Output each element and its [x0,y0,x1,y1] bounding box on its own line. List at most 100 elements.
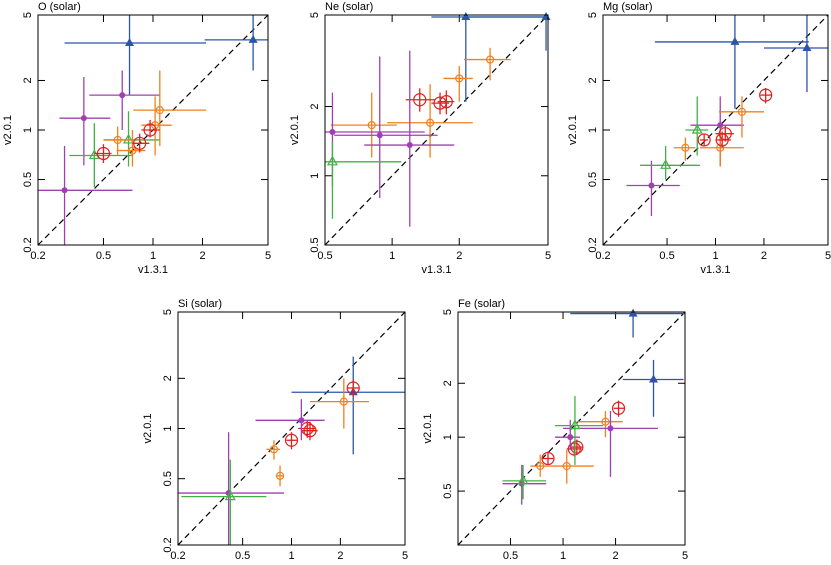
point [128,146,137,155]
diagonal-line [602,14,829,246]
y-tick-label: 1 [442,434,454,440]
point [143,123,157,137]
panel-title: Fe (solar) [458,298,505,310]
y-tick-label: 5 [442,309,454,315]
plot-frame [602,14,829,246]
x-tick-label: 1 [389,250,395,262]
y-tick-label: 0.2 [22,237,34,252]
x-tick-label: 2 [456,250,462,262]
x-tick-label: 0.5 [235,550,250,562]
y-tick-label: 5 [309,12,321,18]
y-tick-label: 0.5 [442,483,454,498]
point [151,121,160,130]
y-tick-label: 2 [442,380,454,386]
point [611,401,626,415]
y-tick-label: 5 [22,12,34,18]
point [376,132,383,139]
plot-frame [457,311,686,546]
point [367,121,376,130]
x-tick-label: 1 [712,250,718,262]
y-axis-label: v2.0.1 [142,414,154,444]
point [802,43,812,52]
y-axis-label: v2.0.1 [289,115,301,145]
point [119,92,126,99]
plot-frame [324,14,549,246]
panel-title: Mg (solar) [603,1,653,13]
diagonal-line [177,311,406,546]
x-tick-label: 2 [761,250,767,262]
point [224,490,236,501]
point [730,36,740,45]
y-tick-label: 1 [309,173,321,179]
y-tick-label: 5 [162,309,174,315]
point [486,55,495,64]
point [155,106,164,115]
point [541,451,555,466]
x-tick-label: 5 [825,250,831,262]
y-tick-label: 1 [162,425,174,431]
y-tick-label: 2 [587,77,599,83]
x-tick-label: 0.5 [503,550,518,562]
point [567,442,581,456]
panel: O (solar) v1.3.1 v2.0.1 0.2 0.5 1 2 5 0.2 0.5 1 2 5 [2,1,271,276]
panel: Ne (solar) v1.3.1 v2.0.1 0.5 1 2 5 0.5 1 2 5 [289,1,551,276]
point [569,419,581,430]
point [455,74,464,83]
point [339,397,348,406]
y-tick-label: 0.2 [587,237,599,252]
point [717,122,724,129]
y-tick-label: 0.5 [22,172,34,187]
y-tick-label: 0.5 [162,471,174,486]
point [329,128,336,135]
point [275,471,285,480]
y-tick-label: 1 [22,127,34,133]
x-tick-label: 0.5 [317,250,332,262]
point [718,127,732,141]
point [628,308,638,317]
point [536,461,545,471]
panel-title: Ne (solar) [325,1,373,13]
point [425,118,435,127]
point [133,136,147,150]
point [541,12,551,21]
point [691,123,703,134]
x-tick-label: 0.2 [30,250,45,262]
point [607,425,614,432]
panel: Si (solar) v1.3.1 v2.0.1 0.2 0.5 1 2 5 0.2 0.5 1 2 5 [142,298,408,565]
x-axis-label: v1.3.1 [138,264,168,276]
point [125,37,135,46]
y-tick-label: 5 [587,12,599,18]
point [562,461,571,471]
point [759,88,773,102]
x-tick-label: 2 [613,550,619,562]
point [567,434,574,441]
panel: Mg (solar) v1.3.1 v2.0.1 0.2 0.5 1 2 5 0.2 0.5 1 2 5 [567,1,831,276]
y-tick-label: 2 [22,77,34,83]
point [298,417,305,424]
point [269,445,279,454]
point [648,182,655,189]
point [716,143,725,152]
x-tick-label: 0.5 [659,250,674,262]
point [461,12,471,21]
point [303,424,317,438]
point [737,107,747,116]
point [601,417,610,426]
point [439,95,453,109]
y-tick-label: 0.2 [162,537,174,552]
point [660,159,672,169]
point [406,142,413,149]
point [326,155,338,166]
x-axis-label: v1.3.1 [557,564,587,565]
point [248,34,258,43]
point [346,381,360,395]
point [681,143,690,152]
x-tick-label: 0.2 [170,550,185,562]
point [649,374,659,383]
y-tick-label: 1 [587,127,599,133]
panel-title: Si (solar) [178,298,222,310]
panel: Fe (solar) v1.3.1 v2.0.1 0.5 1 2 5 0.5 1 2 5 [422,298,688,565]
x-tick-label: 0.5 [96,250,111,262]
y-tick-label: 0.5 [587,172,599,187]
